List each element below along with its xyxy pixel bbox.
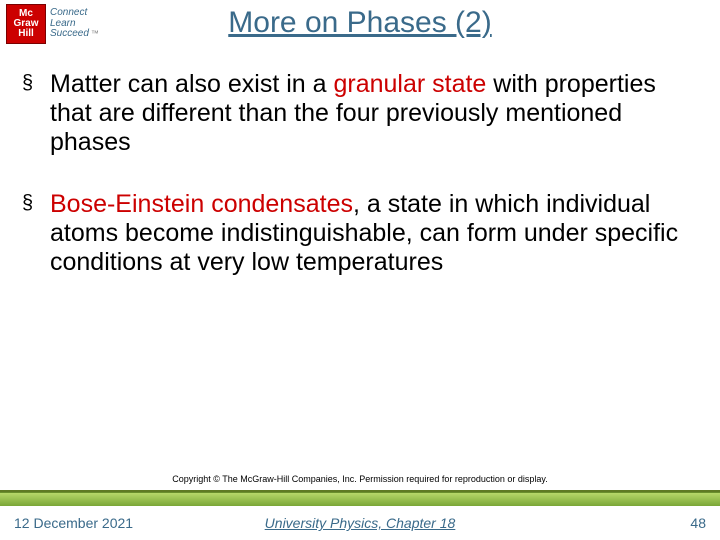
slide: Mc Graw Hill Connect Learn Succeed™ More…	[0, 0, 720, 540]
footer-date: 12 December 2021	[14, 515, 133, 531]
bullet-text-emph: Bose-Einstein condensates	[50, 190, 353, 218]
bullet-mark-icon: §	[22, 193, 36, 213]
bullet-text: Matter can also exist in a granular stat…	[50, 70, 696, 156]
bullet-text: Bose-Einstein condensates, a state in wh…	[50, 190, 696, 276]
bullet-item: § Bose-Einstein condensates, a state in …	[22, 190, 696, 276]
slide-title: More on Phases (2)	[0, 6, 720, 40]
bullet-item: § Matter can also exist in a granular st…	[22, 70, 696, 156]
footer: 12 December 2021 University Physics, Cha…	[0, 506, 720, 540]
footer-divider-bar	[0, 492, 720, 506]
bullet-mark-icon: §	[22, 73, 36, 93]
slide-body: § Matter can also exist in a granular st…	[22, 70, 696, 311]
copyright-notice: Copyright © The McGraw-Hill Companies, I…	[0, 474, 720, 484]
footer-page-number: 48	[690, 515, 706, 531]
bullet-text-emph: granular state	[333, 70, 486, 98]
bullet-text-pre: Matter can also exist in a	[50, 70, 333, 98]
